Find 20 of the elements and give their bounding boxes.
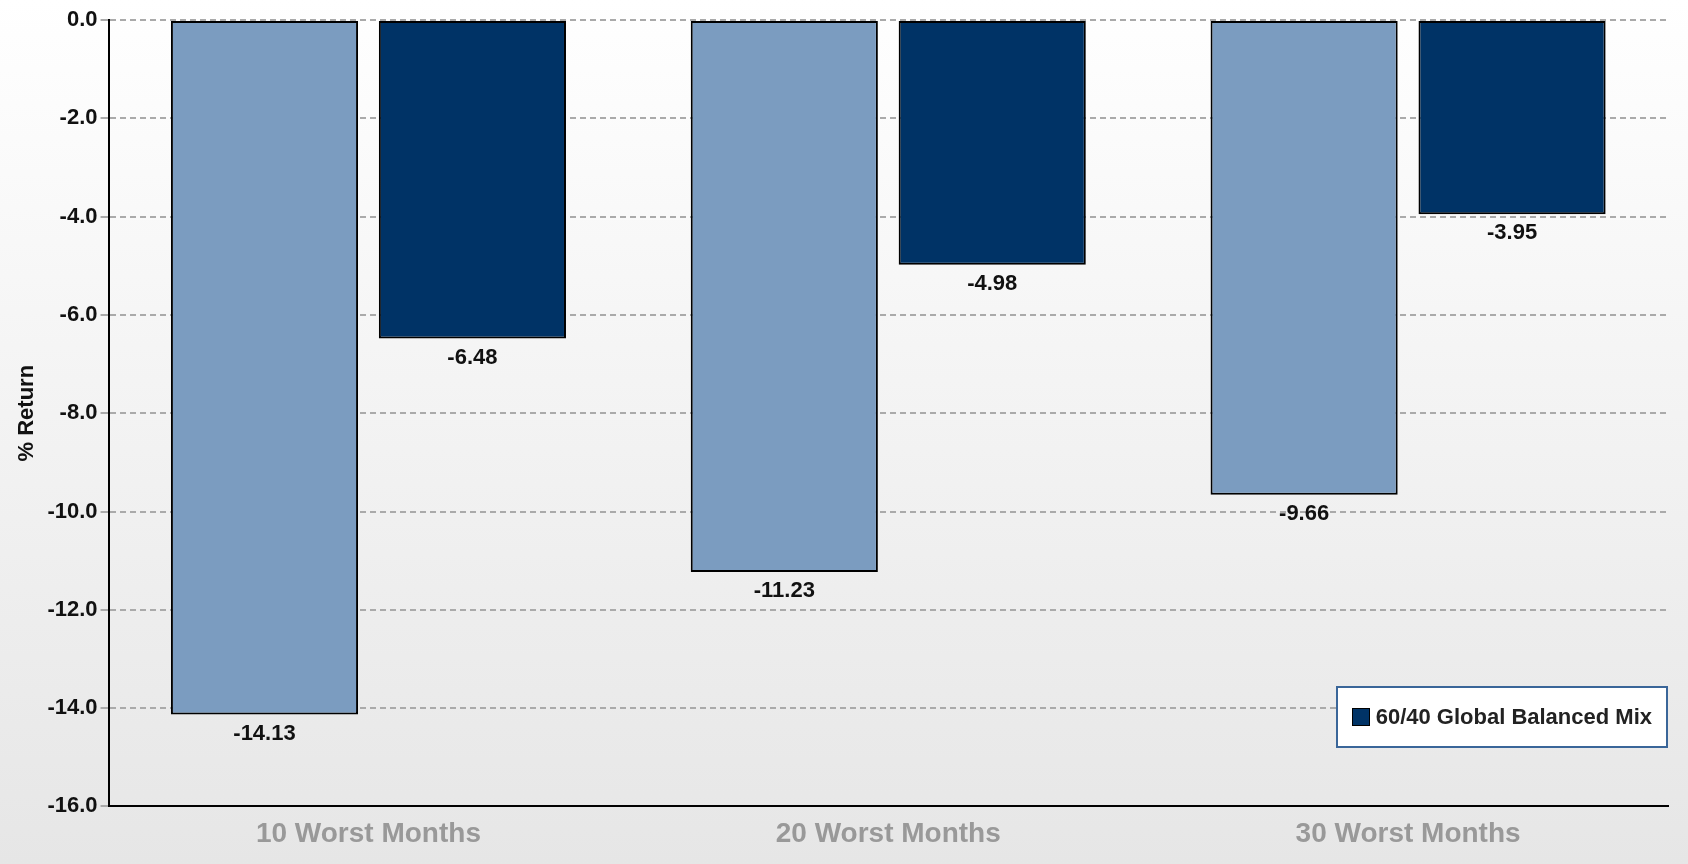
data-label: -3.95 bbox=[1486, 219, 1538, 245]
data-label: -14.13 bbox=[233, 719, 296, 745]
data-label: -4.98 bbox=[967, 269, 1018, 295]
x-tick-label: 30 Worst Months bbox=[1295, 816, 1521, 848]
y-tick-label: -16.0 bbox=[47, 792, 98, 818]
y-tick-label: -6.0 bbox=[59, 300, 98, 326]
data-label: -6.48 bbox=[447, 343, 498, 369]
y-tick-label: -2.0 bbox=[59, 104, 98, 130]
y-tick-label: -12.0 bbox=[47, 595, 98, 621]
data-label: -11.23 bbox=[753, 577, 815, 603]
legend-label: 60/40 Global Balanced Mix bbox=[1375, 704, 1652, 731]
y-tick-label: -14.0 bbox=[47, 694, 98, 720]
y-tick-label: -10.0 bbox=[47, 497, 98, 523]
y-tick-label: -4.0 bbox=[59, 202, 98, 228]
x-tick-label: 10 Worst Months bbox=[255, 816, 481, 848]
y-axis-title: % Return bbox=[13, 364, 39, 462]
y-tick-label: 0.0 bbox=[66, 6, 98, 32]
data-label: -9.66 bbox=[1279, 499, 1330, 525]
x-tick-label: 20 Worst Months bbox=[775, 816, 1001, 848]
y-tick-label: -8.0 bbox=[59, 399, 98, 425]
